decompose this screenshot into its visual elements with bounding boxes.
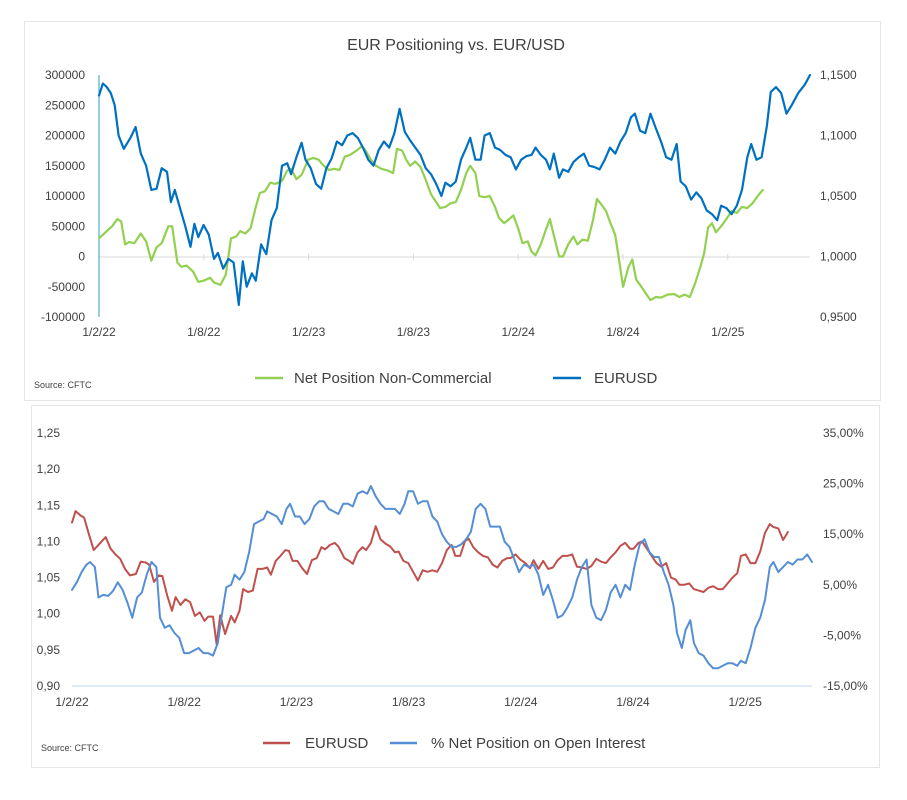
- y-right-tick-label: 0,9500: [820, 310, 857, 324]
- y-left-tick-label: 0,90: [37, 679, 61, 693]
- top-y-axis-right: 1,1500 1,1000 1,0500 1,0000 0,9500: [820, 68, 857, 324]
- y-right-tick-label: 1,0000: [820, 250, 857, 264]
- x-tick-label: 1/2/24: [502, 325, 536, 339]
- y-right-tick-label: -5,00%: [823, 628, 861, 642]
- legend-label-eurusd-top: EURUSD: [594, 370, 658, 387]
- y-left-tick-label: 100000: [45, 189, 85, 203]
- y-left-tick-label: 250000: [45, 98, 85, 112]
- y-left-tick-label: -100000: [41, 310, 85, 324]
- x-tick-label: 1/2/24: [504, 695, 538, 709]
- bottom-source-note: Source: CFTC: [41, 743, 99, 753]
- top-chart-title: EUR Positioning vs. EUR/USD: [347, 37, 565, 54]
- top-y-axis-left: 300000 250000 200000 150000 100000 50000 0 -500…: [41, 68, 85, 324]
- x-tick-label: 1/2/25: [711, 325, 745, 339]
- x-tick-label: 1/8/22: [168, 695, 202, 709]
- bottom-x-axis: 1/2/22 1/8/22 1/2/23 1/8/23 1/2/24 1/8/24 1/2/…: [55, 695, 762, 709]
- bottom-y-axis-left: 1,25 1,20 1,15 1,10 1,05 1,00 0,95 0,90: [37, 426, 61, 693]
- y-left-tick-label: 1,10: [37, 534, 61, 548]
- legend-label-net-position: Net Position Non-Commercial: [294, 370, 492, 387]
- y-right-tick-label: 1,1500: [820, 68, 857, 82]
- y-left-tick-label: 300000: [45, 68, 85, 82]
- x-tick-label: 1/2/25: [729, 695, 763, 709]
- y-left-tick-label: 1,15: [37, 498, 61, 512]
- x-tick-label: 1/2/22: [55, 695, 89, 709]
- bottom-series-group: [71, 485, 813, 670]
- bottom-y-axis-right: 35,00% 25,00% 15,00% 5,00% -5,00% -15,00%: [823, 426, 868, 693]
- y-left-tick-label: 150000: [45, 159, 85, 173]
- y-right-tick-label: 35,00%: [823, 426, 864, 440]
- y-right-tick-label: 5,00%: [823, 578, 857, 592]
- y-left-tick-label: 0: [78, 250, 85, 264]
- top-series-group: [97, 73, 812, 306]
- x-tick-label: 1/2/22: [82, 325, 116, 339]
- y-left-tick-label: 1,25: [37, 426, 61, 440]
- y-left-tick-label: 1,05: [37, 571, 61, 585]
- x-tick-label: 1/8/24: [606, 325, 640, 339]
- y-left-tick-label: 1,20: [37, 462, 61, 476]
- y-right-tick-label: -15,00%: [823, 679, 868, 693]
- y-right-tick-label: 25,00%: [823, 477, 864, 491]
- y-right-tick-label: 1,0500: [820, 189, 857, 203]
- y-left-tick-label: 50000: [52, 219, 86, 233]
- y-right-tick-label: 15,00%: [823, 527, 864, 541]
- y-left-tick-label: 1,00: [37, 607, 61, 621]
- top-source-note: Source: CFTC: [34, 380, 92, 390]
- x-tick-label: 1/8/22: [187, 325, 221, 339]
- y-right-tick-label: 1,1000: [820, 129, 857, 143]
- y-left-tick-label: 200000: [45, 129, 85, 143]
- series-line-eurusd: [97, 73, 812, 306]
- y-left-tick-label: 0,95: [37, 643, 61, 657]
- bottom-chart: 1,25 1,20 1,15 1,10 1,05 1,00 0,95 0,90 35,00% 2…: [37, 426, 868, 753]
- legend-label-eurusd-bottom: EURUSD: [305, 735, 369, 752]
- x-tick-label: 1/8/24: [616, 695, 650, 709]
- y-left-tick-label: -50000: [48, 280, 86, 294]
- x-tick-label: 1/2/23: [292, 325, 326, 339]
- legend-label-net-oi: % Net Position on Open Interest: [431, 735, 646, 752]
- x-tick-label: 1/8/23: [397, 325, 431, 339]
- x-tick-label: 1/2/23: [280, 695, 314, 709]
- top-x-axis: 1/2/22 1/8/22 1/2/23 1/8/23 1/2/24 1/8/24 1/2/…: [82, 254, 745, 339]
- series-line-net-position-non-commercial: [97, 145, 765, 302]
- series-line-eurusd: [71, 510, 789, 646]
- x-tick-label: 1/8/23: [392, 695, 426, 709]
- series-line-net-position-on-open-interest: [71, 485, 813, 670]
- chart-panel-bottom: [31, 405, 880, 768]
- top-chart: EUR Positioning vs. EUR/USD 300000 250000…: [34, 37, 857, 390]
